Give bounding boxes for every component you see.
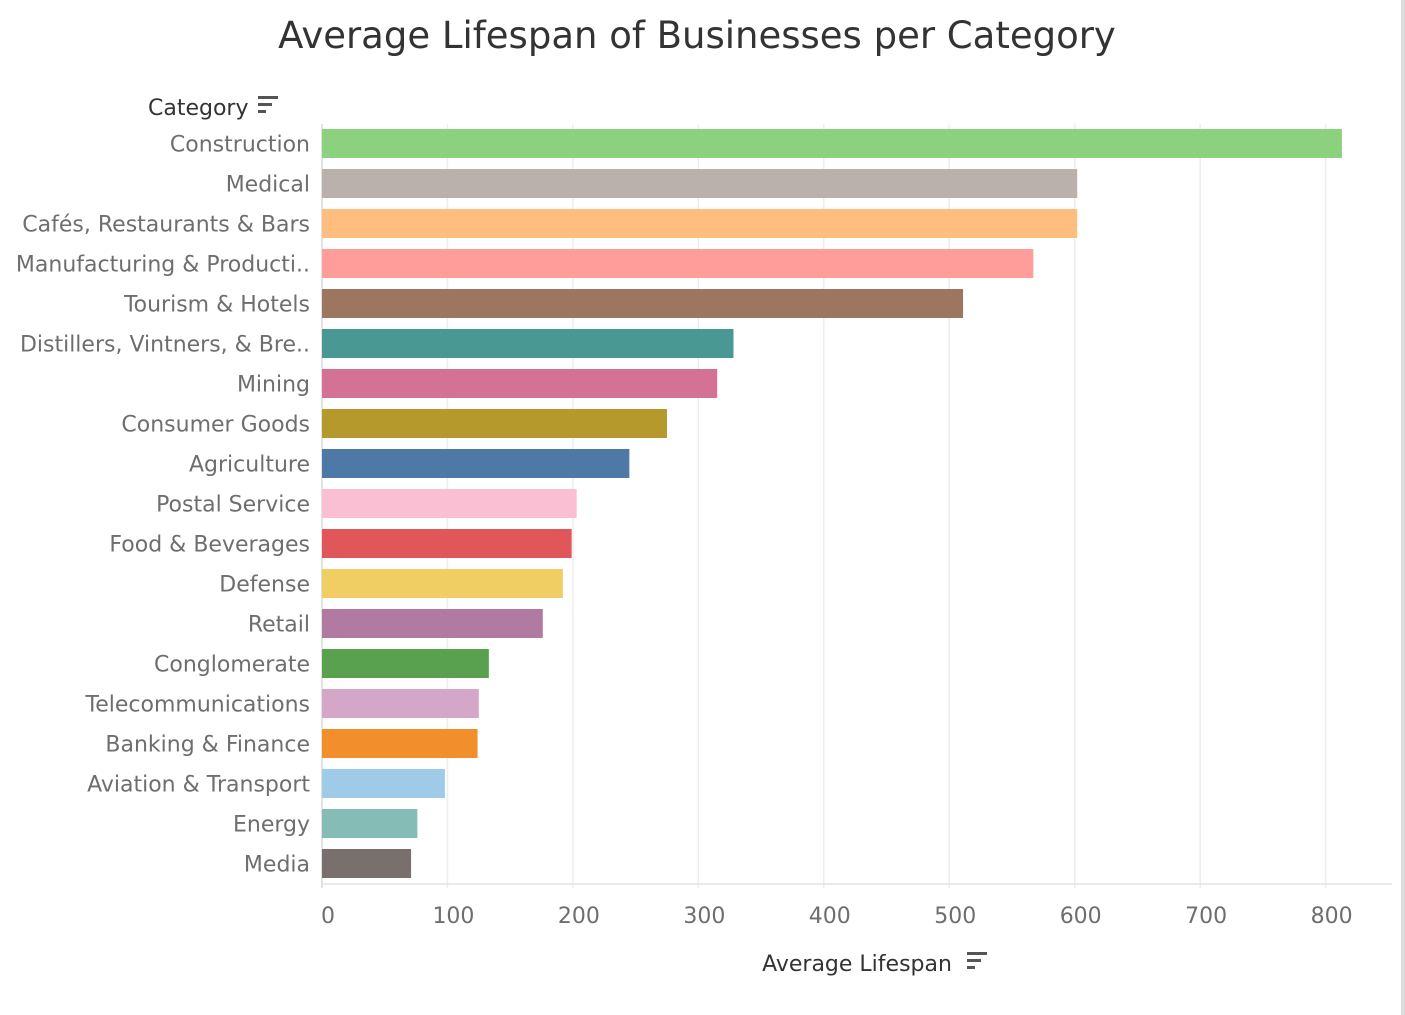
category-label: Banking & Finance <box>105 733 310 758</box>
x-tick-label: 100 <box>432 904 474 929</box>
category-label: Consumer Goods <box>121 413 310 438</box>
x-tick-label: 800 <box>1311 904 1353 929</box>
bar[interactable] <box>322 209 1078 238</box>
category-label: Retail <box>248 613 310 638</box>
sort-icon[interactable] <box>258 96 278 113</box>
bar[interactable] <box>322 729 478 758</box>
category-label: Tourism & Hotels <box>123 293 310 318</box>
x-tick-label: 500 <box>934 904 976 929</box>
category-label: Telecommunications <box>85 693 310 718</box>
bar[interactable] <box>322 129 1342 158</box>
bar[interactable] <box>322 569 563 598</box>
category-label: Agriculture <box>189 453 310 478</box>
bar[interactable] <box>322 849 412 878</box>
category-label: Conglomerate <box>154 653 310 678</box>
chart-title: Average Lifespan of Businesses per Categ… <box>278 14 1116 57</box>
x-axis-title: Average Lifespan <box>762 952 952 977</box>
bar[interactable] <box>322 249 1034 278</box>
bar[interactable] <box>322 649 489 678</box>
x-tick-label: 200 <box>558 904 600 929</box>
bars <box>322 129 1342 878</box>
bar[interactable] <box>322 689 479 718</box>
category-label: Energy <box>233 813 310 838</box>
bar[interactable] <box>322 609 543 638</box>
x-axis-ticks: 0 100 200 300 400 500 600 700 800 <box>321 904 1353 929</box>
category-label: Medical <box>226 173 310 198</box>
bar[interactable] <box>322 169 1078 198</box>
x-tick-label: 700 <box>1185 904 1227 929</box>
bar[interactable] <box>322 769 445 798</box>
bar[interactable] <box>322 809 418 838</box>
category-label: Defense <box>219 573 310 598</box>
window-edge <box>1401 0 1405 1015</box>
x-axis-header: Average Lifespan <box>762 952 987 977</box>
category-label: Postal Service <box>156 493 310 518</box>
x-tick-label: 0 <box>321 904 335 929</box>
category-label: Aviation & Transport <box>87 773 310 798</box>
bar[interactable] <box>322 529 572 558</box>
y-axis-header: Category <box>148 96 278 121</box>
category-label: Construction <box>170 133 310 158</box>
bar[interactable] <box>322 329 734 358</box>
category-label: Distillers, Vintners, & Bre.. <box>20 333 310 358</box>
bar[interactable] <box>322 449 630 478</box>
category-label: Manufacturing & Producti.. <box>16 253 310 278</box>
x-tick-label: 400 <box>809 904 851 929</box>
bar[interactable] <box>322 409 667 438</box>
category-label: Media <box>244 853 310 878</box>
category-label: Mining <box>237 373 310 398</box>
category-labels: Construction Medical Cafés, Restaurants & … <box>16 133 310 878</box>
x-tick-label: 300 <box>683 904 725 929</box>
y-axis-title: Category <box>148 96 249 121</box>
category-label: Food & Beverages <box>109 533 310 558</box>
bar[interactable] <box>322 489 577 518</box>
x-tick-label: 600 <box>1060 904 1102 929</box>
bar[interactable] <box>322 289 964 318</box>
category-label: Cafés, Restaurants & Bars <box>22 213 310 238</box>
sort-icon[interactable] <box>967 952 987 969</box>
bar[interactable] <box>322 369 718 398</box>
